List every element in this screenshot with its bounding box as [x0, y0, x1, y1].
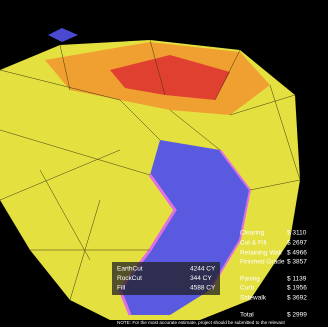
channel-edge: [209, 149, 252, 291]
earthwork-panel: [112, 262, 220, 295]
cost-label: Sidewalk: [240, 295, 267, 302]
cost-value: $ 1956: [287, 285, 307, 292]
earthwork-label: RockCut: [117, 275, 142, 282]
total-label: Total: [240, 312, 254, 319]
cost-value: $ 2697: [287, 240, 307, 247]
earthwork-value: 344 CY: [190, 275, 212, 282]
north-arrow: [48, 28, 78, 42]
cost-label: Paving: [240, 276, 260, 283]
cost-label: Retaining Wall: [240, 250, 282, 257]
note: NOTE: For the most accurate estimate, pr…: [117, 320, 285, 325]
cost-value: $ 3692: [287, 295, 307, 302]
cost-value: $ 3857: [287, 259, 307, 266]
slope-red: [110, 55, 230, 100]
earthwork-label: EarthCut: [117, 266, 143, 273]
cost-label: Cut & Fill: [240, 240, 267, 247]
mesh-lines: [0, 39, 301, 301]
cost-label: Curb: [240, 285, 254, 292]
earthwork-label: Fill: [117, 285, 126, 292]
cost-value: $ 1139: [287, 276, 307, 283]
cost-label: Finished Grade: [240, 259, 285, 266]
earthwork-value: 4244 CY: [190, 266, 216, 273]
total-value: $ 2999: [287, 312, 307, 319]
cost-value: $ 4966: [287, 250, 307, 257]
cost-label: Clearing: [240, 230, 265, 237]
labels: Clearing $ 3110 Cut & Fill $ 2697 Retaining …: [117, 230, 307, 326]
earthwork-value: 4588 CY: [190, 285, 216, 292]
cost-value: $ 3110: [287, 230, 307, 237]
